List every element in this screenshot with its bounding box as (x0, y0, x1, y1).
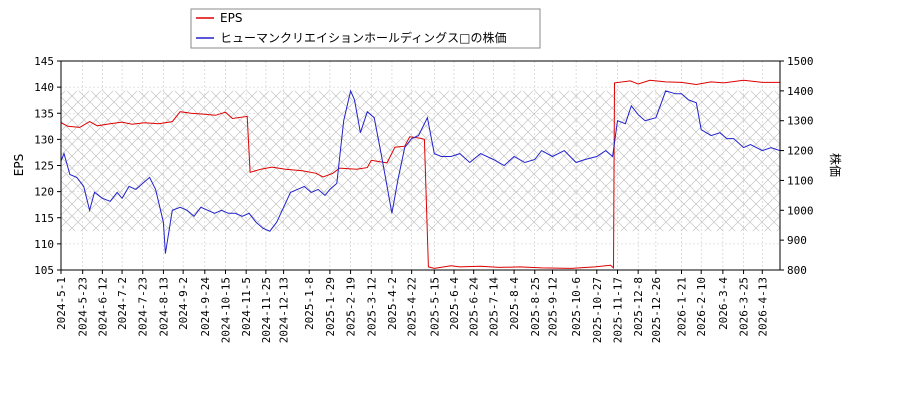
x-tick-label: 2024-5-1 (55, 277, 68, 330)
x-tick-label: 2024-11-5 (240, 277, 253, 337)
x-tick-label: 2025-11-17 (611, 277, 624, 343)
x-tick-label: 2024-10-15 (219, 277, 232, 343)
x-tick-label: 2026-3-25 (738, 277, 751, 337)
legend-label-eps: EPS (220, 11, 242, 25)
x-tick-label: 2024-9-2 (177, 277, 190, 330)
y-tick-label-right: 1500 (787, 55, 814, 68)
x-tick-label: 2024-8-13 (157, 277, 170, 337)
x-tick-label: 2025-2-19 (345, 277, 358, 337)
series-line-eps (61, 79, 780, 270)
y-tick-label-right: 800 (787, 264, 807, 277)
x-tick-label: 2025-1-8 (303, 277, 316, 330)
y-tick-label-right: 1100 (787, 174, 814, 187)
x-tick-label: 2024-6-12 (96, 277, 109, 337)
y-tick-label-left: 105 (34, 264, 54, 277)
x-tick-label: 2024-7-2 (116, 277, 129, 330)
y-tick-label-left: 130 (34, 133, 54, 146)
x-tick-label: 2025-7-14 (487, 277, 500, 337)
x-tick-label: 2025-10-27 (591, 277, 604, 343)
x-tick-label: 2025-12-8 (632, 277, 645, 337)
x-axis: 2024-5-1 2024-5-23 2024-6-12 2024-7-2 2024-7… (55, 270, 769, 343)
x-tick-label: 2024-5-23 (77, 277, 90, 337)
series-layer (61, 79, 780, 270)
y-axis-label-left: EPS (12, 154, 26, 176)
y-tick-label-right: 1200 (787, 145, 814, 158)
y-tick-label-left: 115 (34, 212, 54, 225)
x-tick-label: 2025-8-4 (508, 277, 521, 330)
y-tick-label-left: 135 (34, 107, 54, 120)
x-tick-label: 2024-11-25 (260, 277, 273, 343)
x-tick-label: 2025-4-2 (386, 277, 399, 330)
x-tick-label: 2025-6-24 (468, 277, 481, 337)
x-tick-label: 2025-8-25 (529, 277, 542, 337)
x-tick-label: 2025-4-22 (406, 277, 419, 337)
y-tick-label-right: 1000 (787, 204, 814, 217)
y-tick-label-left: 120 (34, 186, 54, 199)
x-tick-label: 2025-5-15 (428, 277, 441, 337)
series-line-stock-price (61, 89, 780, 254)
x-tick-label: 2025-6-4 (448, 277, 461, 330)
y-axis-right: 800 900 1000 1100 1200 1300 1400 1500 (780, 55, 814, 277)
y-tick-label-left: 145 (34, 55, 54, 68)
x-tick-label: 2025-3-12 (365, 277, 378, 337)
x-tick-label: 2024-9-24 (199, 277, 212, 337)
x-tick-label: 2025-9-12 (546, 277, 559, 337)
legend-box (190, 8, 541, 49)
x-tick-label: 2026-2-10 (695, 277, 708, 337)
y-tick-label-left: 110 (34, 238, 54, 251)
y-tick-label-left: 125 (34, 160, 54, 173)
y-tick-label-right: 900 (787, 234, 807, 247)
gridlines (60, 60, 780, 271)
legend-label-price: ヒューマンクリエイションホールディングス□の株価 (220, 30, 507, 45)
y-axis-left: 105 110 115 120 125 130 135 140 145 (34, 55, 61, 277)
x-tick-label: 2026-4-13 (756, 277, 769, 337)
legend: EPS ヒューマンクリエイションホールディングス□の株価 (190, 8, 541, 49)
y-tick-label-right: 1300 (787, 115, 814, 128)
x-tick-label: 2024-12-13 (278, 277, 291, 343)
x-tick-label: 2025-1-29 (324, 277, 337, 337)
x-tick-label: 2026-1-21 (676, 277, 689, 337)
x-tick-label: 2025-10-6 (570, 277, 583, 337)
y-tick-label-right: 1400 (787, 85, 814, 98)
y-axis-label-right: 株価 (828, 153, 843, 177)
x-tick-label: 2026-3-4 (717, 277, 730, 330)
y-tick-label-left: 140 (34, 81, 54, 94)
shaded-range (61, 90, 780, 232)
x-tick-label: 2024-7-23 (137, 277, 150, 337)
x-tick-label: 2025-12-26 (650, 277, 663, 343)
